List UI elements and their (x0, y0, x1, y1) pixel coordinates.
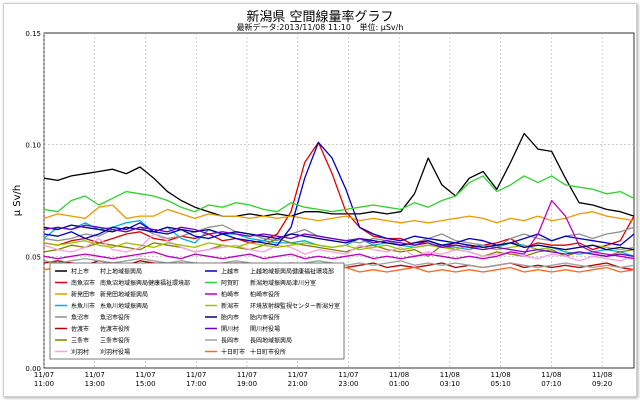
legend-name: 十日町市 (221, 348, 245, 356)
x-tick-time: 19:00 (237, 380, 257, 388)
x-tick-date: 11/07 (237, 371, 257, 379)
y-tick-label: 0.15 (25, 30, 41, 38)
legend-station: 上越地域振興局健康福祉環境部 (250, 268, 334, 276)
legend-name: 刈羽村 (71, 348, 89, 356)
legend-name: 関川村 (221, 325, 239, 333)
x-tick-date: 11/07 (288, 371, 308, 379)
legend-station: 関川村役場 (250, 325, 280, 333)
legend-station: 魚沼市役所 (100, 314, 130, 322)
y-tick-label: 0.00 (25, 365, 41, 373)
x-tick-time: 07:10 (541, 380, 561, 388)
legend-station: 胎内市役所 (250, 314, 280, 322)
x-tick-time: 11:00 (34, 380, 54, 388)
x-tick-date: 11/07 (85, 371, 105, 379)
series-line (43, 224, 635, 251)
x-tick-time: 23:00 (338, 380, 358, 388)
x-tick-time: 05:10 (491, 380, 511, 388)
legend-name: 村上市 (71, 268, 89, 276)
series-line (43, 224, 635, 257)
x-tick-date: 11/07 (186, 371, 206, 379)
x-tick-date: 11/07 (338, 371, 358, 379)
legend-name: 三条市 (71, 337, 89, 345)
series-line (43, 132, 635, 217)
legend-name: 糸魚川市 (71, 302, 95, 310)
x-tick-date: 11/08 (440, 371, 460, 379)
legend-station: 長岡地域振興局 (250, 337, 292, 345)
y-tick-label: 0.10 (25, 142, 41, 150)
series-line (43, 141, 635, 246)
legend-station: 刈羽村役場 (100, 348, 130, 356)
y-tick-label: 0.05 (25, 253, 41, 261)
legend-station: 柏崎市役所 (250, 291, 280, 299)
x-tick-time: 17:00 (186, 380, 206, 388)
x-tick-date: 11/08 (389, 371, 409, 379)
legend-name: 胎内市 (221, 314, 239, 322)
legend-station: 佐渡市役所 (100, 325, 130, 333)
legend-station: 南魚沼地域振興局健康福祉環境部 (100, 279, 190, 287)
series-line (43, 141, 635, 251)
series-line (43, 237, 635, 257)
x-tick-date: 11/08 (592, 371, 612, 379)
legend-name: 長岡市 (221, 337, 239, 345)
subtitle-updated: 最新データ:2013/11/08 11:10 (236, 23, 351, 32)
legend-station: 十日町市役所 (250, 348, 286, 356)
x-tick-time: 21:00 (288, 380, 308, 388)
series-line (43, 175, 635, 213)
legend-name: 上越市 (221, 268, 239, 276)
legend-station: 新発田地域振興局 (100, 291, 148, 299)
x-tick-time: 15:00 (135, 380, 155, 388)
x-tick-date: 11/08 (491, 371, 511, 379)
chart-title: 新潟県 空間線量率グラフ (246, 10, 394, 25)
subtitle-unit: 単位: μSv/h (359, 23, 404, 32)
legend-station: 三条市役所 (100, 337, 130, 345)
x-tick-time: 03:10 (440, 380, 460, 388)
legend-station: 新潟地域振興局津川分室 (250, 279, 316, 287)
legend-box (49, 262, 345, 360)
legend-name: 佐渡市 (71, 325, 89, 333)
x-tick-time: 09:20 (592, 380, 612, 388)
legend-name: 阿賀町 (221, 279, 239, 287)
series-line (43, 199, 635, 260)
x-tick-time: 13:00 (85, 380, 105, 388)
y-axis-label: μ Sv/h (12, 185, 23, 217)
x-tick-time: 01:00 (389, 380, 409, 388)
series-line (43, 240, 635, 251)
legend-name: 柏崎市 (221, 291, 239, 299)
legend-name: 魚沼市 (71, 314, 89, 322)
legend-name: 新発田市 (71, 291, 95, 299)
legend-station: 环境放射線監視センター新潟分室 (250, 302, 340, 310)
chart-subtitle: 最新データ:2013/11/08 11:10 単位: μSv/h (0, 22, 640, 33)
x-tick-date: 11/07 (34, 371, 54, 379)
legend-station: 糸魚川地域振興局 (100, 302, 148, 310)
x-tick-date: 11/08 (541, 371, 561, 379)
legend-station: 村上地域振興局 (100, 268, 142, 276)
x-tick-date: 11/07 (135, 371, 155, 379)
legend-name: 南魚沼市 (71, 279, 95, 287)
legend-name: 新潟市 (221, 302, 239, 310)
series-line (43, 204, 635, 224)
